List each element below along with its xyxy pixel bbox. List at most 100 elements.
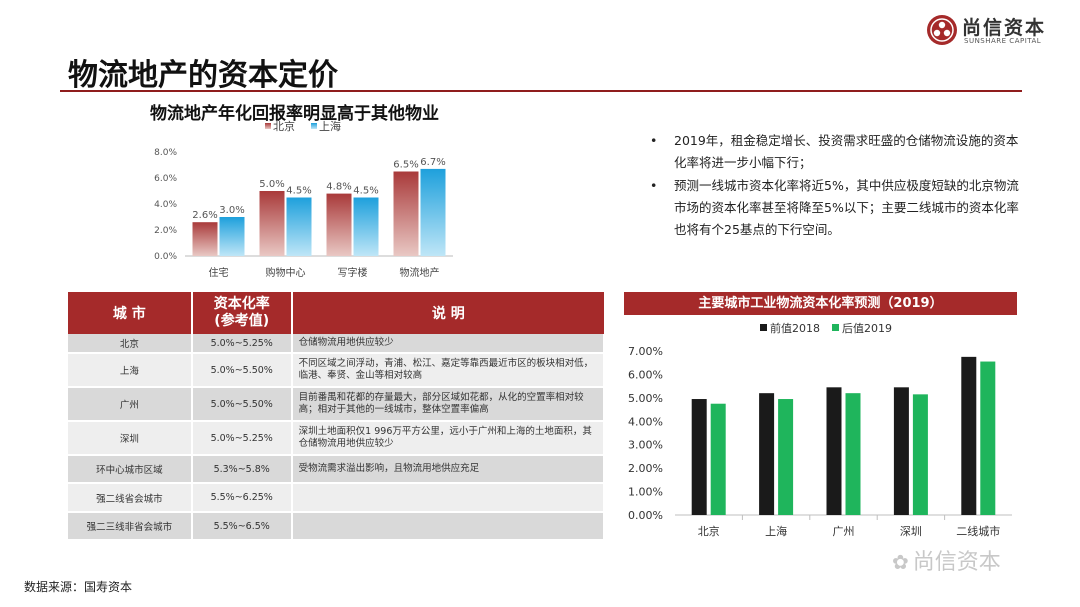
- x-tick-label: 广州: [833, 525, 855, 538]
- y-tick-label: 2.00%: [628, 462, 663, 475]
- data-label: 5.0%: [259, 179, 284, 190]
- bullet-marker: •: [650, 178, 658, 193]
- table-cell-note: [291, 512, 606, 541]
- legend-label: 后值2019: [842, 322, 892, 335]
- table-cell-rate: 5.0%~5.25%: [191, 421, 293, 456]
- table-cell-city: 环中心城市区域: [68, 455, 193, 484]
- bar-after-2019: [912, 394, 928, 515]
- x-tick-label: 住宅: [209, 266, 229, 279]
- table-row: 北京 5.0%~5.25% 仓储物流用地供应较少: [68, 334, 606, 354]
- bar-shanghai: [219, 217, 245, 256]
- y-tick-label: 3.00%: [628, 439, 663, 452]
- bar-beijing: [326, 193, 352, 256]
- legend-swatch: [832, 324, 839, 331]
- y-tick-label: 4.0%: [154, 200, 177, 210]
- bullet-text: 预测一线城市资本化率将近5%，其中供应极度短缺的北京物流市场的资本化率甚至将降至…: [674, 178, 1019, 237]
- commentary-bullets: • 2019年，租金稳定增长、投资需求旺盛的仓储物流设施的资本化率将进一步小幅下…: [650, 130, 1030, 242]
- title-divider: [60, 90, 1022, 92]
- bar-beijing: [192, 222, 218, 256]
- bullet-item: • 预测一线城市资本化率将近5%，其中供应极度短缺的北京物流市场的资本化率甚至将…: [650, 175, 1030, 241]
- data-label: 4.5%: [353, 186, 378, 197]
- chart1-title: 物流地产年化回报率明显高于其他物业: [150, 104, 439, 124]
- y-tick-label: 2.0%: [154, 226, 177, 236]
- data-label: 4.5%: [286, 186, 311, 197]
- table-cell-note: [291, 483, 606, 513]
- table-cell-rate: 5.0%~5.50%: [191, 353, 293, 388]
- data-label: 3.0%: [219, 205, 244, 216]
- table-cell-rate: 5.3%~5.8%: [191, 455, 293, 484]
- table-cell-rate: 5.0%~5.25%: [191, 334, 293, 354]
- bar-beijing: [393, 171, 419, 256]
- data-label: 6.7%: [420, 157, 445, 168]
- table-cell-note: 仓储物流用地供应较少: [291, 334, 606, 354]
- y-tick-label: 6.00%: [628, 368, 663, 381]
- x-tick-label: 物流地产: [400, 266, 440, 279]
- bar-before-2018: [826, 387, 842, 515]
- brand-logo: 尚信资本 SUNSHARE CAPITAL: [926, 10, 1066, 50]
- chart2-title: 主要城市工业物流资本化率预测（2019）: [624, 292, 1017, 315]
- table-cell-rate: 5.0%~5.50%: [191, 387, 293, 422]
- table-row: 深圳 5.0%~5.25% 深圳土地面积仅1 996万平方公里，远小于广州和上海…: [68, 421, 606, 456]
- bar-before-2018: [759, 393, 775, 515]
- y-tick-label: 5.00%: [628, 392, 663, 405]
- table-row: 强二线省会城市 5.5%~6.25%: [68, 483, 606, 513]
- bar-after-2019: [778, 399, 794, 515]
- table-cell-note: 不同区域之间浮动，青浦、松江、嘉定等靠西最近市区的板块相对低，临港、奉贤、金山等…: [291, 353, 606, 388]
- y-tick-label: 7.00%: [628, 345, 663, 358]
- bar-shanghai: [286, 197, 312, 256]
- x-tick-label: 购物中心: [266, 266, 306, 279]
- bullet-item: • 2019年，租金稳定增长、投资需求旺盛的仓储物流设施的资本化率将进一步小幅下…: [650, 130, 1030, 174]
- table-row: 上海 5.0%~5.50% 不同区域之间浮动，青浦、松江、嘉定等靠西最近市区的板…: [68, 353, 606, 388]
- table-cell-rate: 5.5%~6.5%: [191, 512, 293, 541]
- header-rate: 资本化率 (参考值): [191, 292, 293, 334]
- wechat-icon: ✿: [892, 550, 909, 574]
- bar-beijing: [259, 191, 285, 256]
- watermark-text: 尚信资本: [912, 550, 1001, 575]
- bar-after-2019: [980, 361, 996, 515]
- cap-rate-table: 城 市 资本化率 (参考值) 说 明 北京 5.0%~5.25% 仓储物流用地供…: [68, 292, 606, 541]
- y-tick-label: 4.00%: [628, 415, 663, 428]
- table-cell-note: 受物流需求溢出影响，且物流用地供应充足: [291, 455, 606, 484]
- table-cell-city: 上海: [68, 353, 193, 388]
- bullet-text: 2019年，租金稳定增长、投资需求旺盛的仓储物流设施的资本化率将进一步小幅下行；: [674, 133, 1019, 170]
- y-tick-label: 8.0%: [154, 148, 177, 158]
- table-row: 强二三线非省会城市 5.5%~6.5%: [68, 512, 606, 541]
- table-cell-note: 深圳土地面积仅1 996万平方公里，远小于广州和上海的土地面积，其仓储物流用地供…: [291, 421, 606, 456]
- table-cell-city: 广州: [68, 387, 193, 422]
- returns-bar-chart: 北京 上海0.0%2.0%4.0%6.0%8.0%2.6% 3.0%住宅5.0%4.…: [154, 119, 453, 279]
- cap-rate-forecast-chart: 前值2018 后值2019 0.00% 1.00% 2.00% 3.00% 4.00% 5.0…: [628, 321, 1012, 538]
- bar-before-2018: [961, 356, 977, 515]
- bar-after-2019: [710, 403, 726, 515]
- x-tick-label: 北京: [698, 524, 720, 538]
- x-tick-label: 二线城市: [956, 524, 1000, 538]
- bar-before-2018: [691, 399, 707, 515]
- source-note: 数据来源：国寿资本: [24, 580, 133, 594]
- brand-english-name: SUNSHARE CAPITAL: [964, 37, 1042, 45]
- bullet-marker: •: [650, 133, 658, 148]
- page-title: 物流地产的资本定价: [68, 58, 338, 93]
- table-cell-city: 北京: [68, 334, 193, 354]
- data-label: 2.6%: [192, 210, 217, 221]
- legend-label: 前值2018: [770, 321, 820, 335]
- bar-before-2018: [893, 387, 909, 515]
- bar-after-2019: [845, 393, 861, 515]
- y-tick-label: 6.0%: [154, 174, 177, 184]
- wechat-watermark: ✿ 尚信资本: [892, 544, 1001, 576]
- y-tick-label: 1.00%: [628, 486, 663, 499]
- table-row: 广州 5.0%~5.50% 目前番禺和花都的存量最大，部分区域如花都，从化的空置…: [68, 387, 606, 422]
- bar-shanghai: [353, 197, 379, 256]
- table-cell-city: 深圳: [68, 421, 193, 456]
- data-label: 6.5%: [393, 160, 418, 171]
- legend-swatch: [311, 123, 317, 129]
- legend-swatch: [760, 324, 767, 331]
- table-cell-rate: 5.5%~6.25%: [191, 483, 293, 513]
- header-note: 说 明: [291, 292, 604, 334]
- legend-swatch: [265, 123, 271, 129]
- table-header-row: 城 市 资本化率 (参考值) 说 明: [68, 292, 604, 334]
- table-cell-note: 目前番禺和花都的存量最大，部分区域如花都，从化的空置率相对较高；相对于其他的一线…: [291, 387, 606, 422]
- bar-shanghai: [420, 168, 446, 256]
- x-tick-label: 上海: [765, 524, 787, 538]
- table-cell-city: 强二三线非省会城市: [68, 512, 193, 541]
- legend-label: 上海: [319, 119, 341, 133]
- brand-name: 尚信资本: [962, 17, 1047, 39]
